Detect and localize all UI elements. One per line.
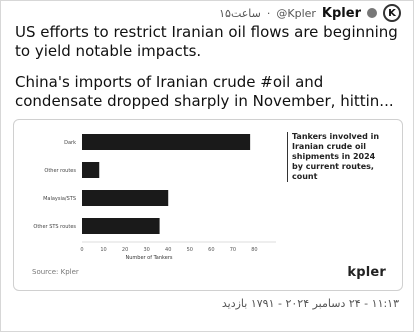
tweet-text-line-1: US efforts to restrict Iranian oil flows… xyxy=(15,23,398,60)
category-label: Malaysia/STS xyxy=(43,196,76,202)
chart-side-title: Tankers involved in Iranian crude oil sh… xyxy=(287,132,388,182)
x-tick-label: 10 xyxy=(100,247,106,253)
verified-badge-icon xyxy=(367,8,377,18)
dot-separator: · xyxy=(266,6,271,20)
avatar[interactable]: K xyxy=(383,4,401,22)
tweet-date-views: ۱۱:۱۳ - ۲۴ دسامبر ۲۰۲۴ - ۱۷۹۱ بازدید xyxy=(221,297,399,310)
tweet-handle[interactable]: @Kpler xyxy=(276,6,316,20)
bar xyxy=(82,162,100,178)
x-tick-label: 50 xyxy=(187,247,193,253)
x-tick-label: 80 xyxy=(251,247,257,253)
x-axis-title: Number of Tankers xyxy=(126,255,173,261)
x-tick-label: 20 xyxy=(122,247,128,253)
bar xyxy=(82,134,251,150)
x-tick-label: 60 xyxy=(208,247,214,253)
chart-source: Source: Kpler xyxy=(32,268,79,276)
category-label: Dark xyxy=(64,140,76,146)
tweet-time-ago: ۱۵ساعت xyxy=(219,6,261,20)
x-tick-label: 0 xyxy=(80,247,83,253)
category-label: Other STS routes xyxy=(33,224,76,230)
tweet-text-line-2[interactable]: China's imports of Iranian crude #oil an… xyxy=(15,73,394,110)
embedded-chart-card[interactable]: Dark Other routes Malaysia/STS Other STS ro… xyxy=(13,119,403,291)
x-tick-label: 40 xyxy=(165,247,171,253)
x-tick-label: 70 xyxy=(230,247,236,253)
kpler-logo: kpler xyxy=(347,265,386,280)
x-tick-label: 30 xyxy=(143,247,149,253)
bar xyxy=(82,218,160,234)
bar-chart: Dark Other routes Malaysia/STS Other STS ro… xyxy=(33,134,276,261)
category-label: Other routes xyxy=(44,168,76,174)
bar xyxy=(82,190,169,206)
tweet-author-name[interactable]: Kpler xyxy=(321,5,361,21)
tweet-header: ۱۵ساعت · @Kpler Kpler K xyxy=(1,3,401,23)
